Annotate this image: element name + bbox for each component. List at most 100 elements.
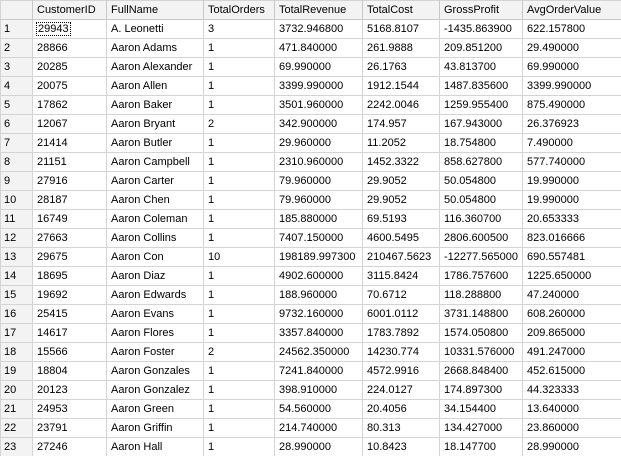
- grid-cell[interactable]: 10: [203, 247, 275, 267]
- grid-cell[interactable]: 20075: [32, 76, 107, 96]
- grid-cell[interactable]: 3501.960000: [274, 95, 363, 115]
- row-number-cell[interactable]: 10: [0, 190, 33, 210]
- grid-cell[interactable]: 23791: [32, 418, 107, 438]
- table-row[interactable]: 2 28866 Aaron Adams 1 471.840000 261.9888 209.…: [0, 38, 621, 58]
- grid-cell[interactable]: 20285: [32, 57, 107, 77]
- grid-cell[interactable]: 29.9052: [362, 190, 440, 210]
- grid-cell[interactable]: 79.960000: [274, 190, 363, 210]
- row-number-cell[interactable]: 5: [0, 95, 33, 115]
- column-header[interactable]: CustomerID: [32, 0, 107, 20]
- grid-cell[interactable]: 398.910000: [274, 380, 363, 400]
- row-number-cell[interactable]: 11: [0, 209, 33, 229]
- grid-cell[interactable]: Aaron Green: [106, 399, 204, 419]
- grid-cell[interactable]: 18695: [32, 266, 107, 286]
- grid-cell[interactable]: 875.490000: [522, 95, 621, 115]
- row-number-cell[interactable]: 1: [0, 19, 33, 39]
- grid-cell[interactable]: 28866: [32, 38, 107, 58]
- grid-cell[interactable]: 19.990000: [522, 190, 621, 210]
- grid-cell[interactable]: Aaron Griffin: [106, 418, 204, 438]
- grid-cell[interactable]: 27246: [32, 437, 107, 456]
- grid-cell[interactable]: Aaron Carter: [106, 171, 204, 191]
- grid-cell[interactable]: Aaron Alexander: [106, 57, 204, 77]
- grid-cell[interactable]: 1: [203, 152, 275, 172]
- table-row[interactable]: 16 25415 Aaron Evans 1 9732.160000 6001.0112 3…: [0, 304, 621, 324]
- table-row[interactable]: 17 14617 Aaron Flores 1 3357.840000 1783.7892…: [0, 323, 621, 343]
- grid-cell[interactable]: Aaron Chen: [106, 190, 204, 210]
- grid-cell[interactable]: -1435.863900: [439, 19, 523, 39]
- grid-cell[interactable]: Aaron Allen: [106, 76, 204, 96]
- grid-cell[interactable]: 1: [203, 57, 275, 77]
- row-number-cell[interactable]: 20: [0, 380, 33, 400]
- grid-cell[interactable]: 1574.050800: [439, 323, 523, 343]
- grid-cell[interactable]: 54.560000: [274, 399, 363, 419]
- grid-cell[interactable]: 167.943000: [439, 114, 523, 134]
- column-header[interactable]: AvgOrderValue: [522, 0, 621, 20]
- grid-cell[interactable]: 11.2052: [362, 133, 440, 153]
- grid-cell[interactable]: 21414: [32, 133, 107, 153]
- grid-cell[interactable]: Aaron Evans: [106, 304, 204, 324]
- grid-cell[interactable]: 79.960000: [274, 171, 363, 191]
- grid-cell[interactable]: Aaron Edwards: [106, 285, 204, 305]
- grid-cell[interactable]: Aaron Collins: [106, 228, 204, 248]
- grid-cell[interactable]: 3731.148800: [439, 304, 523, 324]
- grid-cell[interactable]: 3115.8424: [362, 266, 440, 286]
- grid-cell[interactable]: 188.960000: [274, 285, 363, 305]
- grid-cell[interactable]: 28.990000: [274, 437, 363, 456]
- table-row[interactable]: 4 20075 Aaron Allen 1 3399.990000 1912.1544 14…: [0, 76, 621, 96]
- table-row[interactable]: 15 19692 Aaron Edwards 1 188.960000 70.6712 11…: [0, 285, 621, 305]
- grid-cell[interactable]: 47.240000: [522, 285, 621, 305]
- grid-cell[interactable]: 20.653333: [522, 209, 621, 229]
- row-number-cell[interactable]: 12: [0, 228, 33, 248]
- grid-cell[interactable]: 471.840000: [274, 38, 363, 58]
- grid-cell[interactable]: 28.990000: [522, 437, 621, 456]
- grid-cell[interactable]: 21151: [32, 152, 107, 172]
- grid-cell[interactable]: 24953: [32, 399, 107, 419]
- grid-cell[interactable]: 1: [203, 418, 275, 438]
- grid-cell[interactable]: 2668.848400: [439, 361, 523, 381]
- grid-cell[interactable]: 7.490000: [522, 133, 621, 153]
- column-header[interactable]: FullName: [106, 0, 204, 20]
- row-number-cell[interactable]: 4: [0, 76, 33, 96]
- grid-cell[interactable]: 2: [203, 114, 275, 134]
- table-row[interactable]: 19 18804 Aaron Gonzales 1 7241.840000 4572.99…: [0, 361, 621, 381]
- grid-cell[interactable]: 27663: [32, 228, 107, 248]
- grid-cell[interactable]: 1259.955400: [439, 95, 523, 115]
- grid-cell[interactable]: 29.9052: [362, 171, 440, 191]
- row-number-cell[interactable]: 2: [0, 38, 33, 58]
- grid-cell[interactable]: 7407.150000: [274, 228, 363, 248]
- row-number-cell[interactable]: 6: [0, 114, 33, 134]
- grid-cell[interactable]: 1: [203, 323, 275, 343]
- grid-cell[interactable]: 1786.757600: [439, 266, 523, 286]
- grid-cell[interactable]: Aaron Butler: [106, 133, 204, 153]
- grid-cell[interactable]: Aaron Gonzalez: [106, 380, 204, 400]
- row-number-cell[interactable]: 8: [0, 152, 33, 172]
- grid-cell[interactable]: 14230.774: [362, 342, 440, 362]
- grid-cell[interactable]: 18.754800: [439, 133, 523, 153]
- grid-cell[interactable]: Aaron Hall: [106, 437, 204, 456]
- grid-cell[interactable]: 491.247000: [522, 342, 621, 362]
- row-number-cell[interactable]: 9: [0, 171, 33, 191]
- grid-cell[interactable]: 34.154400: [439, 399, 523, 419]
- grid-cell[interactable]: 13.640000: [522, 399, 621, 419]
- grid-cell[interactable]: 1: [203, 190, 275, 210]
- grid-cell[interactable]: 9732.160000: [274, 304, 363, 324]
- grid-cell[interactable]: 26.376923: [522, 114, 621, 134]
- row-number-cell[interactable]: 7: [0, 133, 33, 153]
- row-number-cell[interactable]: 22: [0, 418, 33, 438]
- grid-cell[interactable]: 1: [203, 209, 275, 229]
- grid-cell[interactable]: 1487.835600: [439, 76, 523, 96]
- grid-cell[interactable]: 14617: [32, 323, 107, 343]
- grid-cell[interactable]: 12067: [32, 114, 107, 134]
- grid-cell[interactable]: 50.054800: [439, 190, 523, 210]
- grid-cell[interactable]: 1: [203, 399, 275, 419]
- grid-cell[interactable]: 1: [203, 133, 275, 153]
- grid-cell[interactable]: 198189.997300: [274, 247, 363, 267]
- grid-cell[interactable]: 622.157800: [522, 19, 621, 39]
- table-row[interactable]: 22 23791 Aaron Griffin 1 214.740000 80.313 134…: [0, 418, 621, 438]
- grid-cell[interactable]: 1: [203, 266, 275, 286]
- grid-cell[interactable]: Aaron Bryant: [106, 114, 204, 134]
- grid-cell[interactable]: 5168.8107: [362, 19, 440, 39]
- row-number-cell[interactable]: 16: [0, 304, 33, 324]
- grid-cell[interactable]: 261.9888: [362, 38, 440, 58]
